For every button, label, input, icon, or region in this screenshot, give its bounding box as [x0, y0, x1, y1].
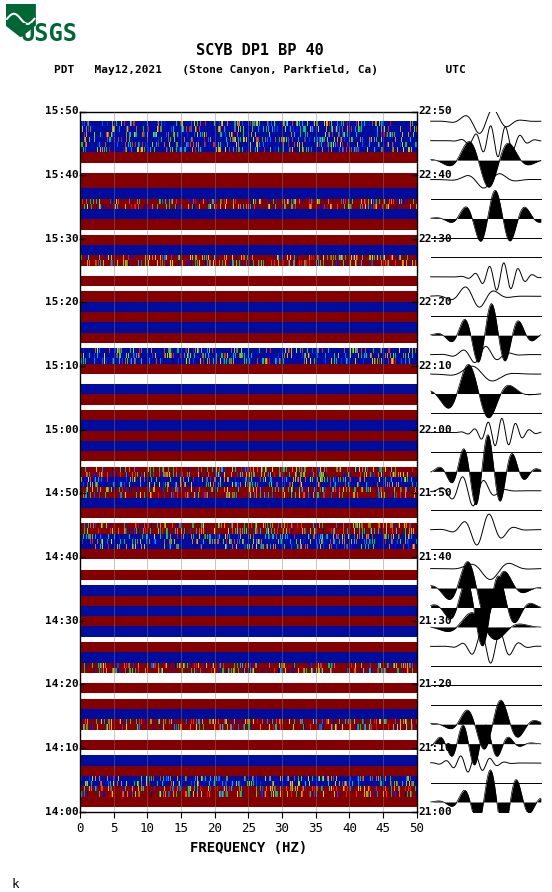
Polygon shape — [6, 4, 36, 37]
Text: 21:00: 21:00 — [418, 806, 452, 817]
Text: 22:10: 22:10 — [418, 361, 452, 371]
Text: 15:10: 15:10 — [45, 361, 78, 371]
Text: 21:40: 21:40 — [418, 552, 452, 562]
Text: PDT   May12,2021   (Stone Canyon, Parkfield, Ca)          UTC: PDT May12,2021 (Stone Canyon, Parkfield,… — [54, 65, 465, 75]
Text: 22:30: 22:30 — [418, 234, 452, 244]
Text: 15:20: 15:20 — [45, 297, 78, 308]
Text: 15:50: 15:50 — [45, 106, 78, 117]
Text: 21:20: 21:20 — [418, 680, 452, 690]
Text: 14:10: 14:10 — [45, 743, 78, 753]
Text: USGS: USGS — [21, 22, 78, 46]
Text: 21:50: 21:50 — [418, 489, 452, 499]
Text: 21:10: 21:10 — [418, 743, 452, 753]
Text: 14:30: 14:30 — [45, 615, 78, 626]
X-axis label: FREQUENCY (HZ): FREQUENCY (HZ) — [190, 840, 307, 855]
Text: SCYB DP1 BP 40: SCYB DP1 BP 40 — [195, 43, 323, 58]
Text: 15:00: 15:00 — [45, 425, 78, 434]
Text: 22:40: 22:40 — [418, 170, 452, 180]
Text: 22:20: 22:20 — [418, 297, 452, 308]
Text: 14:20: 14:20 — [45, 680, 78, 690]
Text: 21:30: 21:30 — [418, 615, 452, 626]
Text: k: k — [11, 878, 19, 890]
Text: 14:00: 14:00 — [45, 806, 78, 817]
Text: 15:30: 15:30 — [45, 234, 78, 244]
Text: 22:50: 22:50 — [418, 106, 452, 117]
Text: 14:50: 14:50 — [45, 489, 78, 499]
Text: 15:40: 15:40 — [45, 170, 78, 180]
Text: 22:00: 22:00 — [418, 425, 452, 434]
Text: 14:40: 14:40 — [45, 552, 78, 562]
